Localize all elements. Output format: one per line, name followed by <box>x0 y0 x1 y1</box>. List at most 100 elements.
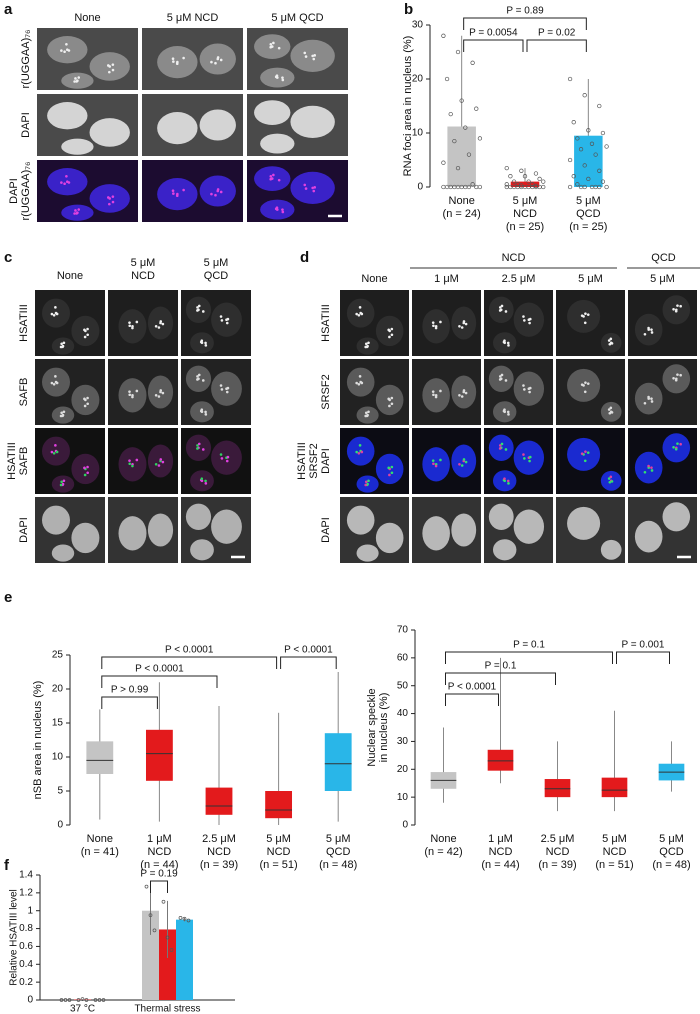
foci <box>219 384 223 387</box>
data-point <box>441 184 446 190</box>
foci <box>281 76 284 79</box>
x-tick-label: NCD <box>513 208 537 220</box>
column-label: 5 μM <box>650 273 675 285</box>
foci <box>357 313 361 317</box>
foci <box>197 373 201 377</box>
foci <box>83 466 86 470</box>
foci <box>523 319 526 322</box>
foci <box>157 464 161 467</box>
foci <box>108 70 111 74</box>
data-point <box>578 147 584 152</box>
data-point <box>504 184 509 190</box>
foci <box>54 306 57 309</box>
data-point <box>444 76 450 82</box>
foci <box>643 470 647 474</box>
x-tick-label: NCD <box>603 846 627 858</box>
foci <box>434 464 438 468</box>
data-point <box>597 168 602 173</box>
y-tick-label: 40 <box>397 708 409 719</box>
foci <box>607 408 611 411</box>
data-point <box>84 998 89 1002</box>
foci <box>50 381 54 385</box>
data-point <box>541 184 546 190</box>
foci <box>674 378 678 382</box>
foci <box>367 341 370 345</box>
foci <box>358 375 362 378</box>
foci <box>200 410 204 414</box>
x-tick-label: (n = 48) <box>652 859 690 871</box>
p-value: P = 0.89 <box>506 6 544 17</box>
foci <box>387 397 390 401</box>
significance-bracket <box>526 39 587 52</box>
foci <box>60 181 63 184</box>
foci <box>128 321 131 324</box>
y-tick-label: 70 <box>397 625 409 636</box>
foci <box>643 332 647 336</box>
column-label: 5 μM QCD <box>271 12 323 24</box>
foci <box>83 397 86 401</box>
y-axis-label: nSB area in nucleus (%) <box>32 681 44 800</box>
box <box>574 135 603 187</box>
significance-bracket <box>445 693 499 706</box>
nucleus <box>375 522 404 554</box>
foci <box>504 310 508 313</box>
data-point <box>477 136 483 141</box>
data-point <box>455 165 461 171</box>
foci <box>201 448 205 451</box>
foci <box>528 455 532 459</box>
y-tick-label: 20 <box>412 74 424 85</box>
foci <box>225 390 229 394</box>
foci <box>182 56 185 60</box>
foci <box>647 464 650 468</box>
significance-bracket <box>616 651 670 664</box>
foci <box>679 304 682 308</box>
data-point <box>448 111 453 117</box>
foci <box>65 42 68 46</box>
foci <box>86 333 89 337</box>
foci <box>458 462 461 466</box>
foci <box>219 315 223 318</box>
nucleus <box>662 502 691 532</box>
foci <box>364 342 368 346</box>
foci <box>157 326 161 329</box>
foci <box>77 76 81 79</box>
foci <box>586 451 590 454</box>
foci <box>367 479 370 483</box>
foci <box>390 396 394 400</box>
foci <box>528 390 531 394</box>
nucleus <box>89 118 130 147</box>
foci <box>303 183 307 187</box>
foci <box>580 383 584 386</box>
foci <box>500 442 504 446</box>
y-axis-label: Relative HSATIII level <box>9 889 20 986</box>
nucleus <box>488 503 514 530</box>
data-point <box>508 174 513 179</box>
foci <box>154 324 158 328</box>
data-point <box>161 899 166 904</box>
x-tick-label: (n = 42) <box>424 846 462 858</box>
foci <box>135 389 139 393</box>
foci <box>500 304 504 308</box>
foci <box>583 390 587 394</box>
foci <box>275 74 279 77</box>
foci <box>106 196 110 199</box>
foci <box>608 342 612 346</box>
foci <box>523 388 526 391</box>
foci <box>111 200 115 204</box>
foci <box>281 208 284 211</box>
foci <box>506 341 510 345</box>
foci <box>364 411 368 415</box>
data-point <box>582 93 587 98</box>
foci <box>676 442 679 445</box>
foci <box>111 63 115 66</box>
nucleus <box>600 539 622 560</box>
foci <box>608 411 612 415</box>
foci <box>432 324 435 328</box>
panel-label: b <box>404 1 413 18</box>
foci <box>269 177 272 181</box>
foci <box>528 386 532 390</box>
foci <box>216 188 220 191</box>
x-tick-label: (n = 51) <box>595 859 633 871</box>
foci <box>364 414 367 418</box>
